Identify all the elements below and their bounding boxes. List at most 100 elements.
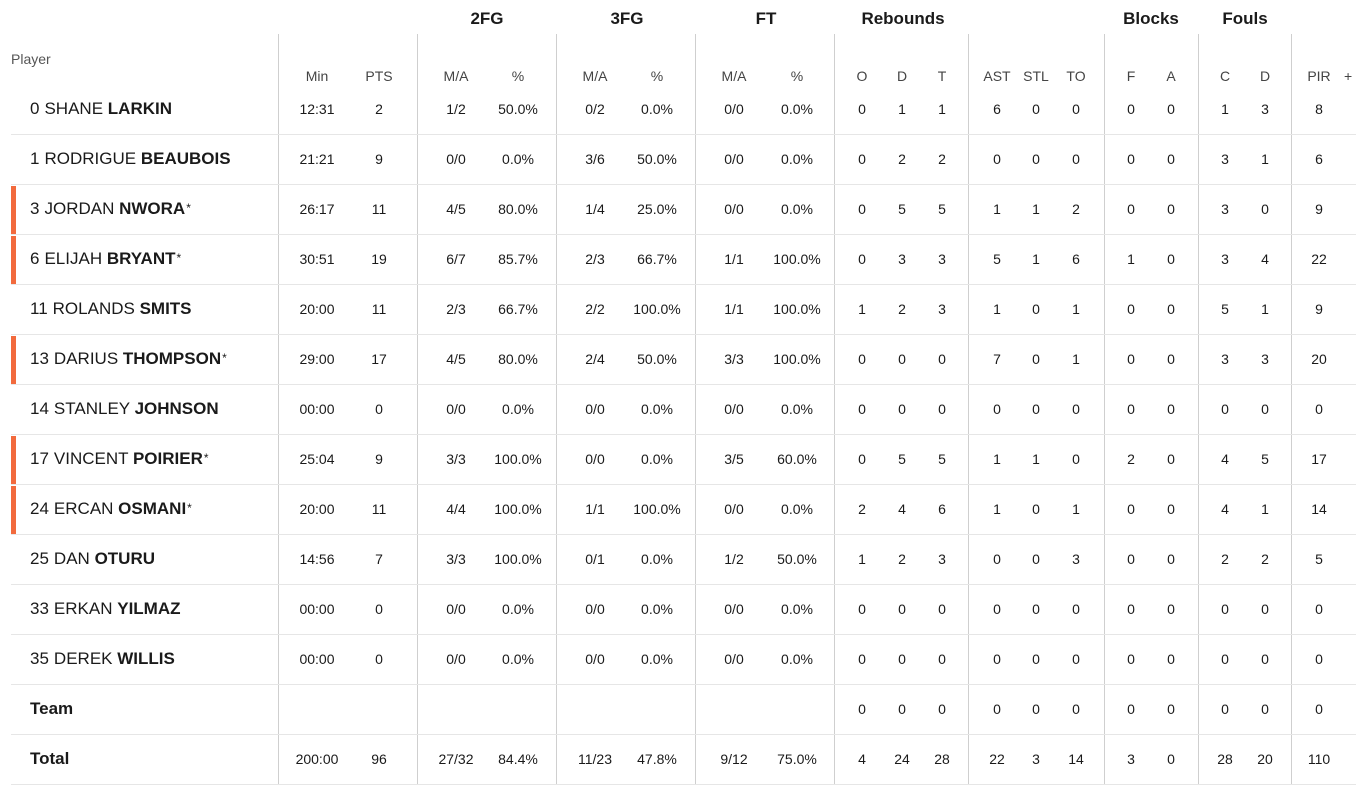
player-last-name[interactable]: JOHNSON <box>134 399 219 418</box>
stat-reb-t: 0 <box>938 351 946 367</box>
player-last-name[interactable]: OSMANI <box>118 499 187 518</box>
total-stat-reb-o: 4 <box>858 751 866 767</box>
stat-reb-d: 2 <box>898 301 906 317</box>
col-header-pir: PIR <box>1307 68 1331 84</box>
player-name-willis: 35 DEREK WILLIS <box>30 648 175 670</box>
group-fouls-header: Fouls <box>1222 9 1268 28</box>
player-number: 1 <box>30 149 40 168</box>
total-stat-2fg-pct: 84.4% <box>498 751 538 767</box>
stat-ft-ma: 0/0 <box>724 601 744 617</box>
stat-3fg-pct: 0.0% <box>641 451 673 467</box>
player-first-name: DARIUS <box>53 349 119 368</box>
stat-foul-c: 3 <box>1221 201 1229 217</box>
stat-ft-pct: 0.0% <box>781 151 813 167</box>
team-stat-pir: 0 <box>1315 701 1323 717</box>
stat-pir: 0 <box>1315 601 1323 617</box>
stat-reb-t: 1 <box>938 101 946 117</box>
row-divider <box>11 334 1356 335</box>
starter-marker <box>11 336 16 384</box>
stat-stl: 0 <box>1032 101 1040 117</box>
starter-star: * <box>222 351 227 365</box>
stat-3fg-ma: 0/0 <box>585 451 605 467</box>
stat-foul-c: 4 <box>1221 501 1229 517</box>
stat-reb-o: 0 <box>858 251 866 267</box>
stat-2fg-ma: 0/0 <box>446 401 466 417</box>
total-stat-ft-ma: 9/12 <box>720 751 748 767</box>
team-stat-stl: 0 <box>1032 701 1040 717</box>
player-last-name[interactable]: OTURU <box>94 549 156 568</box>
player-last-name[interactable]: WILLIS <box>117 649 175 668</box>
player-last-name[interactable]: THOMPSON <box>122 349 222 368</box>
team-stat-to: 0 <box>1072 701 1080 717</box>
player-column-header: Player <box>11 51 51 67</box>
player-first-name: ROLANDS <box>52 299 135 318</box>
team-stat-pts <box>344 699 414 719</box>
player-name-oturu: 25 DAN OTURU <box>30 548 155 570</box>
player-last-name[interactable]: NWORA <box>119 199 186 218</box>
stat-2fg-ma: 1/2 <box>446 101 466 117</box>
stat-reb-o: 0 <box>858 351 866 367</box>
col-header-blk-f: F <box>1126 68 1136 84</box>
stat-foul-d: 3 <box>1261 351 1269 367</box>
group-2fg-header: 2FG <box>470 9 504 28</box>
starter-star: * <box>187 501 192 515</box>
column-divider <box>417 34 418 785</box>
player-first-name: DEREK <box>53 649 113 668</box>
stat-2fg-ma: 6/7 <box>446 251 466 267</box>
stat-2fg-ma: 0/0 <box>446 151 466 167</box>
stat-reb-d: 2 <box>898 151 906 167</box>
stat-blk-a: 0 <box>1167 301 1175 317</box>
stat-3fg-ma: 0/0 <box>585 651 605 667</box>
total-stat-pir: 110 <box>1307 751 1331 767</box>
stat-reb-o: 1 <box>858 551 866 567</box>
stat-3fg-pct: 25.0% <box>637 201 677 217</box>
stat-pts: 11 <box>371 501 387 517</box>
stat-ft-ma: 0/0 <box>724 151 744 167</box>
player-last-name[interactable]: SMITS <box>139 299 192 318</box>
player-number: 3 <box>30 199 40 218</box>
player-last-name[interactable]: LARKIN <box>107 99 172 118</box>
stat-pts: 11 <box>371 201 387 217</box>
stat-min: 20:00 <box>299 501 335 517</box>
stat-ast: 1 <box>993 451 1001 467</box>
stat-2fg-pct: 66.7% <box>498 301 538 317</box>
stat-pir: 0 <box>1315 401 1323 417</box>
player-last-name[interactable]: BEAUBOIS <box>140 149 231 168</box>
expand-plus-icon[interactable]: + <box>1344 68 1353 84</box>
total-stat-ast: 22 <box>989 751 1005 767</box>
stat-3fg-pct: 50.0% <box>637 151 677 167</box>
stat-ft-pct: 50.0% <box>777 551 817 567</box>
total-stat-reb-t: 28 <box>934 751 950 767</box>
stat-blk-a: 0 <box>1167 251 1175 267</box>
stat-blk-a: 0 <box>1167 551 1175 567</box>
stat-reb-t: 0 <box>938 601 946 617</box>
group-ft-header: FT <box>755 9 777 28</box>
stat-2fg-pct: 100.0% <box>494 551 542 567</box>
stat-foul-d: 0 <box>1261 201 1269 217</box>
stat-min: 14:56 <box>299 551 335 567</box>
stat-blk-a: 0 <box>1167 151 1175 167</box>
player-number: 6 <box>30 249 40 268</box>
stat-ast: 5 <box>993 251 1001 267</box>
stat-ft-pct: 100.0% <box>773 251 821 267</box>
row-divider <box>11 734 1356 735</box>
stat-to: 0 <box>1072 601 1080 617</box>
stat-blk-f: 2 <box>1127 451 1135 467</box>
player-name-larkin: 0 SHANE LARKIN <box>30 98 172 120</box>
total-stat-reb-d: 24 <box>894 751 910 767</box>
stat-reb-t: 5 <box>938 451 946 467</box>
player-first-name: JORDAN <box>44 199 115 218</box>
stat-ft-pct: 0.0% <box>781 501 813 517</box>
player-last-name[interactable]: YILMAZ <box>117 599 181 618</box>
column-divider <box>1104 34 1105 785</box>
player-last-name[interactable]: POIRIER <box>132 449 203 468</box>
stat-foul-d: 2 <box>1261 551 1269 567</box>
player-last-name[interactable]: BRYANT <box>106 249 176 268</box>
stat-stl: 1 <box>1032 451 1040 467</box>
stat-reb-d: 5 <box>898 201 906 217</box>
stat-ft-pct: 100.0% <box>773 301 821 317</box>
stat-foul-c: 3 <box>1221 151 1229 167</box>
stat-foul-c: 1 <box>1221 101 1229 117</box>
team-stat-ft-pct <box>762 699 832 719</box>
stat-blk-f: 0 <box>1127 651 1135 667</box>
